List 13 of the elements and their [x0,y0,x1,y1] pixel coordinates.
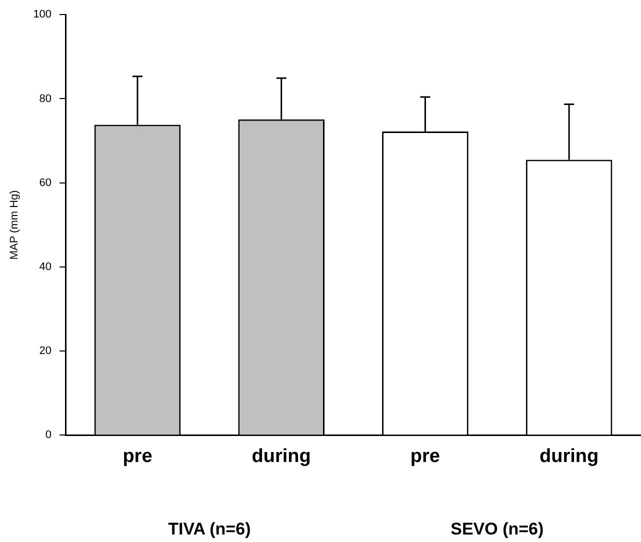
y-tick-label: 60 [39,176,52,189]
y-tick-label: 0 [45,429,52,442]
y-tick-label: 40 [39,260,52,273]
x-tick-label: during [252,446,311,467]
y-tick-label: 20 [39,345,52,358]
text: SEVO (n=6) [450,520,544,539]
text: TIVA (n=6) [168,520,251,539]
x-tick-label: pre [410,446,440,467]
y-tick-label: 100 [33,8,52,21]
y-axis-title: MAP (mm Hg) [8,190,21,260]
x-tick-label: during [540,446,599,467]
x-tick-label: pre [122,446,152,467]
y-tick-label: 80 [39,92,52,105]
